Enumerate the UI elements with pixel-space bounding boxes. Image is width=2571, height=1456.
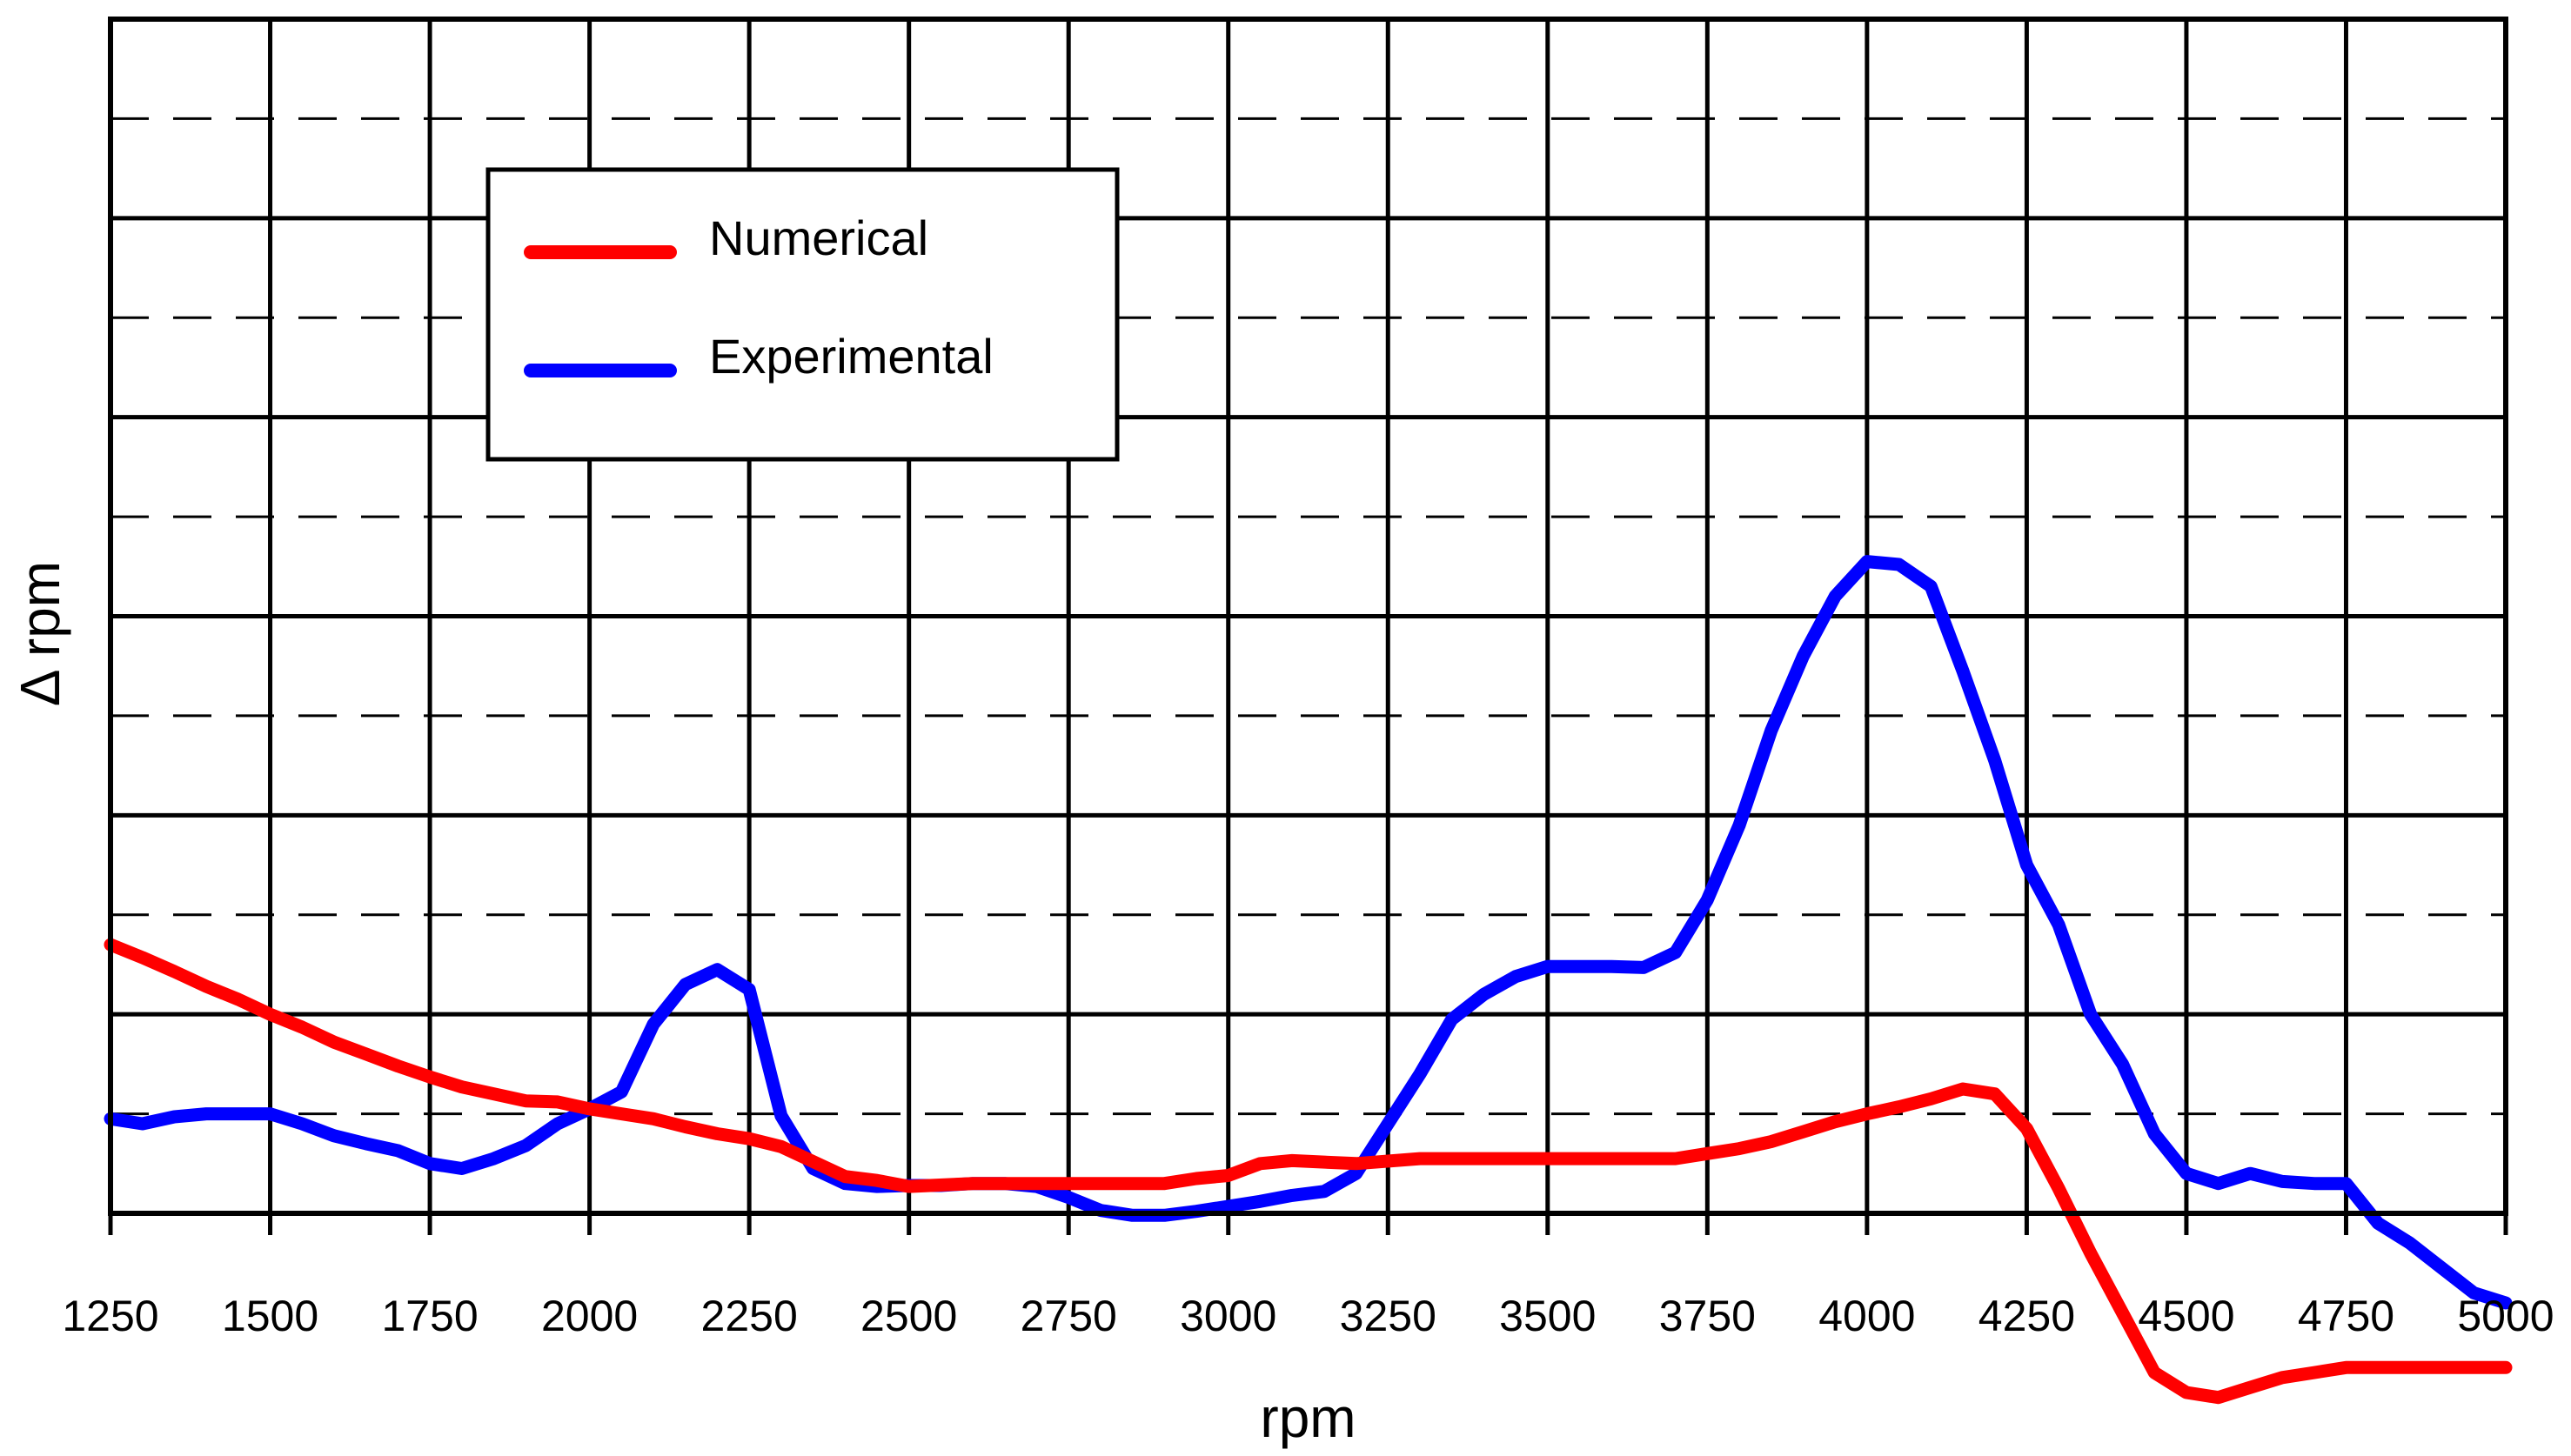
legend-box: [485, 167, 1120, 462]
series-line-experimental: [104, 555, 2513, 1310]
legend-label-numerical: Numerical: [709, 210, 928, 265]
x-tick-label: 3750: [1659, 1292, 1756, 1340]
legend-label-experimental: Experimental: [709, 329, 994, 384]
x-tick-label: 1750: [381, 1292, 478, 1340]
x-tick-label: 3250: [1340, 1292, 1436, 1340]
x-axis-title: rpm: [1260, 1386, 1356, 1449]
x-tick-label: 1500: [222, 1292, 318, 1340]
legend: Numerical Experimental: [485, 167, 1120, 462]
series-line-numerical: [104, 938, 2513, 1405]
x-axis-ticks: 1250 1500 1750 2000 2250 2500 2750 3000 3250 3500…: [62, 1292, 2554, 1340]
x-tick-label: 2500: [860, 1292, 957, 1340]
y-axis-title: Δ rpm: [9, 561, 71, 706]
x-tick-label: 2000: [541, 1292, 638, 1340]
plot-frame: [108, 17, 2508, 1216]
x-tick-label: 5000: [2457, 1292, 2554, 1340]
x-tick-label: 4250: [1978, 1292, 2075, 1340]
x-tick-label: 3000: [1180, 1292, 1276, 1340]
x-tick-label: 4500: [2138, 1292, 2234, 1340]
x-tick-label: 1250: [62, 1292, 158, 1340]
x-tick-label: 4000: [1818, 1292, 1915, 1340]
x-tick-label: 4750: [2298, 1292, 2394, 1340]
series-layer: [104, 555, 2513, 1405]
x-tick-label: 3500: [1499, 1292, 1596, 1340]
x-tick-label: 2750: [1021, 1292, 1117, 1340]
x-tick-label: 2250: [701, 1292, 798, 1340]
